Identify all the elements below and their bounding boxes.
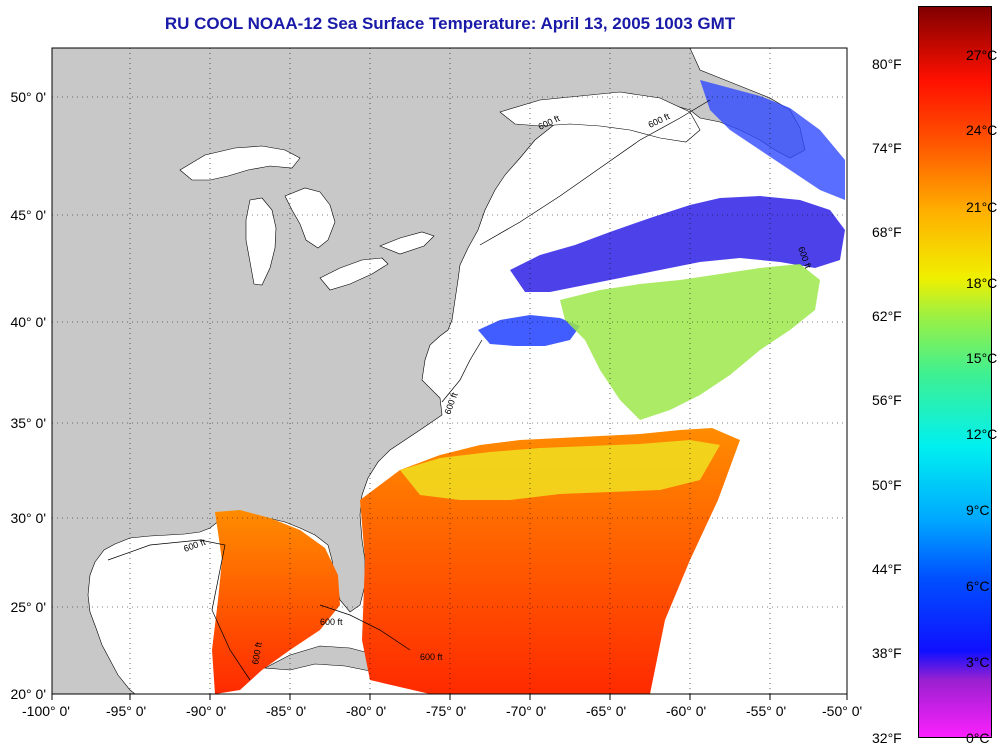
sst-shelf-band: [478, 315, 580, 346]
colorbar-celsius-label: 15°C: [966, 350, 998, 366]
lon-label: -50° 0': [822, 703, 863, 719]
colorbar-fahrenheit-label: 32°F: [872, 730, 902, 746]
sst-labrador-band: [700, 80, 845, 200]
isobath-label: 600 ft: [320, 617, 343, 627]
lake-superior: [179, 145, 301, 181]
colorbar-celsius-label: 6°C: [966, 578, 990, 594]
sst-yellow-patch: [400, 440, 720, 500]
sst-mid-band: [560, 264, 820, 420]
lat-label: 45° 0': [10, 207, 46, 223]
isobath-label: 600 ft: [420, 652, 443, 662]
lon-label: -95° 0': [106, 703, 147, 719]
colorbar-fahrenheit-label: 50°F: [872, 477, 902, 493]
colorbar-celsius-label: 3°C: [966, 654, 990, 670]
colorbar-fahrenheit-label: 62°F: [872, 308, 902, 324]
lake-michigan: [245, 197, 277, 286]
lon-label: -90° 0': [186, 703, 227, 719]
colorbar-celsius-label: 12°C: [966, 426, 998, 442]
colorbar-fahrenheit-label: 80°F: [872, 56, 902, 72]
colorbar-celsius-label: 21°C: [966, 199, 998, 215]
colorbar-celsius-label: 18°C: [966, 275, 998, 291]
colorbar-fahrenheit-label: 56°F: [872, 392, 902, 408]
lon-label: -80° 0': [346, 703, 387, 719]
colorbar-celsius-label: 24°C: [966, 122, 998, 138]
lon-label: -70° 0': [506, 703, 547, 719]
lat-label: 50° 0': [10, 89, 46, 105]
colorbar-fahrenheit-label: 68°F: [872, 224, 902, 240]
land-mass: [51, 47, 806, 695]
colorbar-fahrenheit-label: 38°F: [872, 645, 902, 661]
lat-label: 30° 0': [10, 510, 46, 526]
isobath-lines: [107, 99, 711, 681]
axis-ticks: [51, 694, 848, 700]
lon-label: -85° 0': [266, 703, 307, 719]
colorbar-fahrenheit-label: 44°F: [872, 561, 902, 577]
lon-label: -60° 0': [666, 703, 707, 719]
colorbar-fahrenheit-label: 74°F: [872, 140, 902, 156]
lat-label: 25° 0': [10, 599, 46, 615]
temperature-colorbar: [918, 6, 992, 738]
lon-label: -75° 0': [426, 703, 467, 719]
lon-label: -100° 0': [22, 703, 70, 719]
lake-huron: [284, 187, 336, 249]
lat-label: 20° 0': [10, 686, 46, 702]
lon-label: -55° 0': [746, 703, 787, 719]
sst-gulf-mexico: [212, 510, 340, 694]
hudson-bay-gulf: [499, 91, 701, 143]
sst-cold-band: [510, 196, 845, 292]
isobath-label: 600 ft: [250, 641, 264, 665]
lat-label: 35° 0': [10, 415, 46, 431]
lake-erie: [319, 257, 389, 291]
colorbar-celsius-label: 9°C: [966, 502, 990, 518]
lat-label: 40° 0': [10, 314, 46, 330]
colorbar-celsius-label: 0°C: [966, 730, 990, 746]
chart-title: RU COOL NOAA-12 Sea Surface Temperature:…: [164, 14, 736, 33]
colorbar-celsius-label: 27°C: [966, 47, 998, 63]
lake-ontario: [379, 231, 435, 255]
lon-label: -65° 0': [586, 703, 627, 719]
